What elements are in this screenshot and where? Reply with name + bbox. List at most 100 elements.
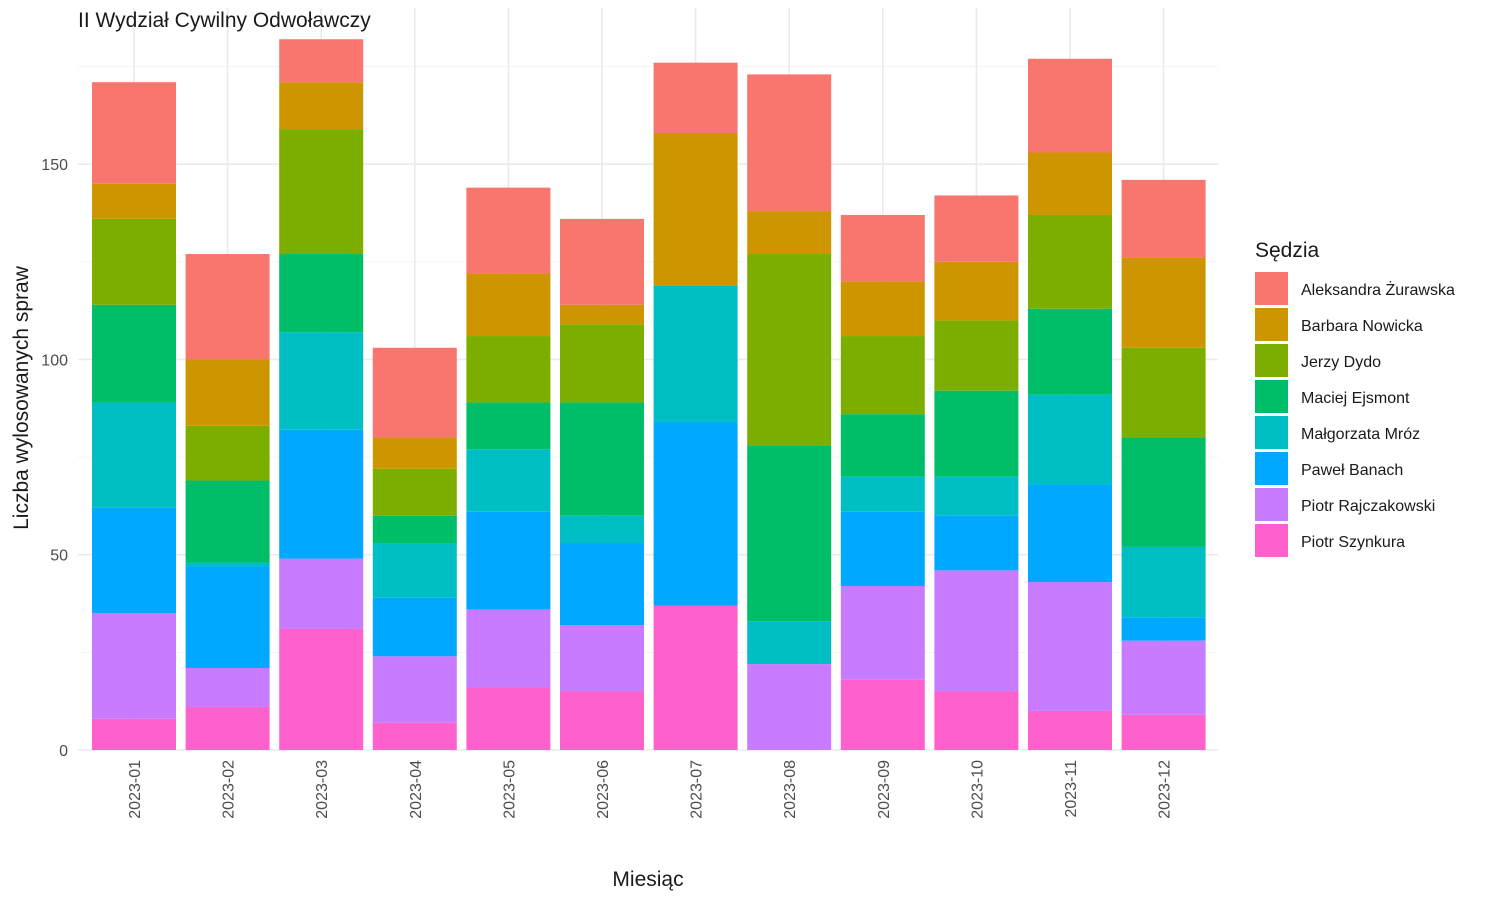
legend-label: Piotr Rajczakowski (1301, 498, 1435, 515)
bar-segment (840, 214, 925, 282)
bar-segment (466, 273, 551, 337)
bar-segment (372, 515, 457, 544)
bar-segment (840, 281, 925, 337)
bar-segment (92, 402, 176, 508)
bar-segment (92, 304, 176, 403)
bar-segment (934, 515, 1019, 571)
x-axis: 2023-01 2023-02 2023-03 2023-04 2023-05 2023-… (127, 760, 1174, 819)
bar-segment (840, 414, 925, 477)
legend-key (1255, 344, 1288, 377)
bar-segment (466, 449, 551, 512)
bar-segment (934, 195, 1019, 262)
x-tick-label: 2023-10 (969, 760, 986, 819)
bar-segment (185, 562, 270, 567)
bar-segment (560, 625, 644, 692)
bar-segment (1028, 308, 1112, 395)
bar-segment (747, 445, 832, 622)
bar-segment (1121, 437, 1206, 547)
bar-segment (934, 320, 1019, 391)
bar-segment (747, 621, 832, 665)
bar-stack-2023-06 (560, 218, 644, 750)
bar-segment (92, 718, 176, 750)
bar-stack-2023-12 (1121, 179, 1206, 750)
x-tick-label: 2023-03 (314, 760, 331, 819)
bar-segment (934, 570, 1019, 692)
bar-segment (466, 336, 551, 403)
bar-segment (92, 613, 176, 719)
legend-key (1255, 380, 1288, 413)
bar-segment (560, 402, 644, 516)
bar-segment (840, 585, 925, 680)
legend-title: Sędzia (1255, 239, 1320, 262)
bar-stack-2023-09 (840, 214, 925, 750)
bar-stack-2023-02 (185, 254, 270, 750)
y-axis: 0 50 100 150 (41, 157, 68, 760)
bar-segment (185, 425, 270, 481)
bar-segment (560, 543, 644, 626)
bar-segment (1121, 714, 1206, 750)
legend-key (1255, 272, 1288, 305)
bar-segment (372, 722, 457, 750)
legend-label: Maciej Ejsmont (1301, 390, 1410, 407)
bar-segment (279, 129, 364, 255)
bar-segment (372, 656, 457, 723)
bar-segment (372, 543, 457, 598)
legend-label: Aleksandra Żurawska (1301, 280, 1455, 299)
bar-segment (185, 667, 270, 708)
bar-segment (279, 558, 364, 629)
bar-segment (1028, 214, 1112, 309)
bar-segment (466, 609, 551, 688)
y-tick-label: 0 (59, 743, 68, 760)
bar-segment (840, 679, 925, 750)
bar-segment (1121, 179, 1206, 258)
bar-segment (185, 480, 270, 563)
bar-segment (185, 359, 270, 426)
bar-stack-2023-01 (92, 82, 176, 750)
legend-key (1255, 308, 1288, 341)
bar-stack-2023-03 (279, 39, 364, 750)
bar-segment (279, 332, 364, 430)
x-tick-label: 2023-07 (689, 760, 706, 819)
bar-segment (653, 285, 738, 422)
bar-segment (372, 468, 457, 516)
bar-segment (560, 304, 644, 325)
bar-segment (653, 605, 738, 750)
bar-segment (840, 336, 925, 415)
bar-segment (934, 691, 1019, 750)
y-axis-title: Liczba wylosowanych spraw (10, 265, 33, 530)
bar-segment (560, 691, 644, 750)
bar-segment (92, 82, 176, 184)
legend-label: Paweł Banach (1301, 462, 1403, 479)
bar-segment (92, 218, 176, 305)
chart-title: II Wydział Cywilny Odwoławczy (78, 9, 371, 32)
bar-segment (1028, 58, 1112, 153)
bar-segment (560, 324, 644, 403)
bar-segment (185, 566, 270, 668)
y-tick-label: 50 (50, 548, 68, 565)
bar-segment (279, 82, 364, 130)
bar-segment (279, 429, 364, 559)
legend-key (1255, 416, 1288, 449)
x-tick-label: 2023-06 (595, 760, 612, 819)
bar-segment (934, 390, 1019, 477)
x-tick-label: 2023-05 (501, 760, 518, 819)
bar-segment (1028, 582, 1112, 711)
bars (92, 39, 1206, 750)
bar-segment (1121, 546, 1206, 618)
bar-segment (747, 211, 832, 255)
bar-segment (653, 132, 738, 286)
bar-segment (279, 39, 364, 83)
bar-stack-2023-08 (747, 74, 832, 750)
legend-label: Piotr Szynkura (1301, 534, 1405, 551)
bar-segment (372, 347, 457, 438)
x-tick-label: 2023-08 (782, 760, 799, 819)
x-tick-label: 2023-12 (1157, 760, 1174, 819)
bar-segment (1121, 617, 1206, 641)
bar-segment (466, 511, 551, 610)
bar-stack-2023-10 (934, 195, 1019, 750)
bar-stack-2023-11 (1028, 58, 1112, 750)
bar-segment (185, 254, 270, 360)
x-tick-label: 2023-04 (408, 760, 425, 819)
bar-segment (747, 254, 832, 446)
